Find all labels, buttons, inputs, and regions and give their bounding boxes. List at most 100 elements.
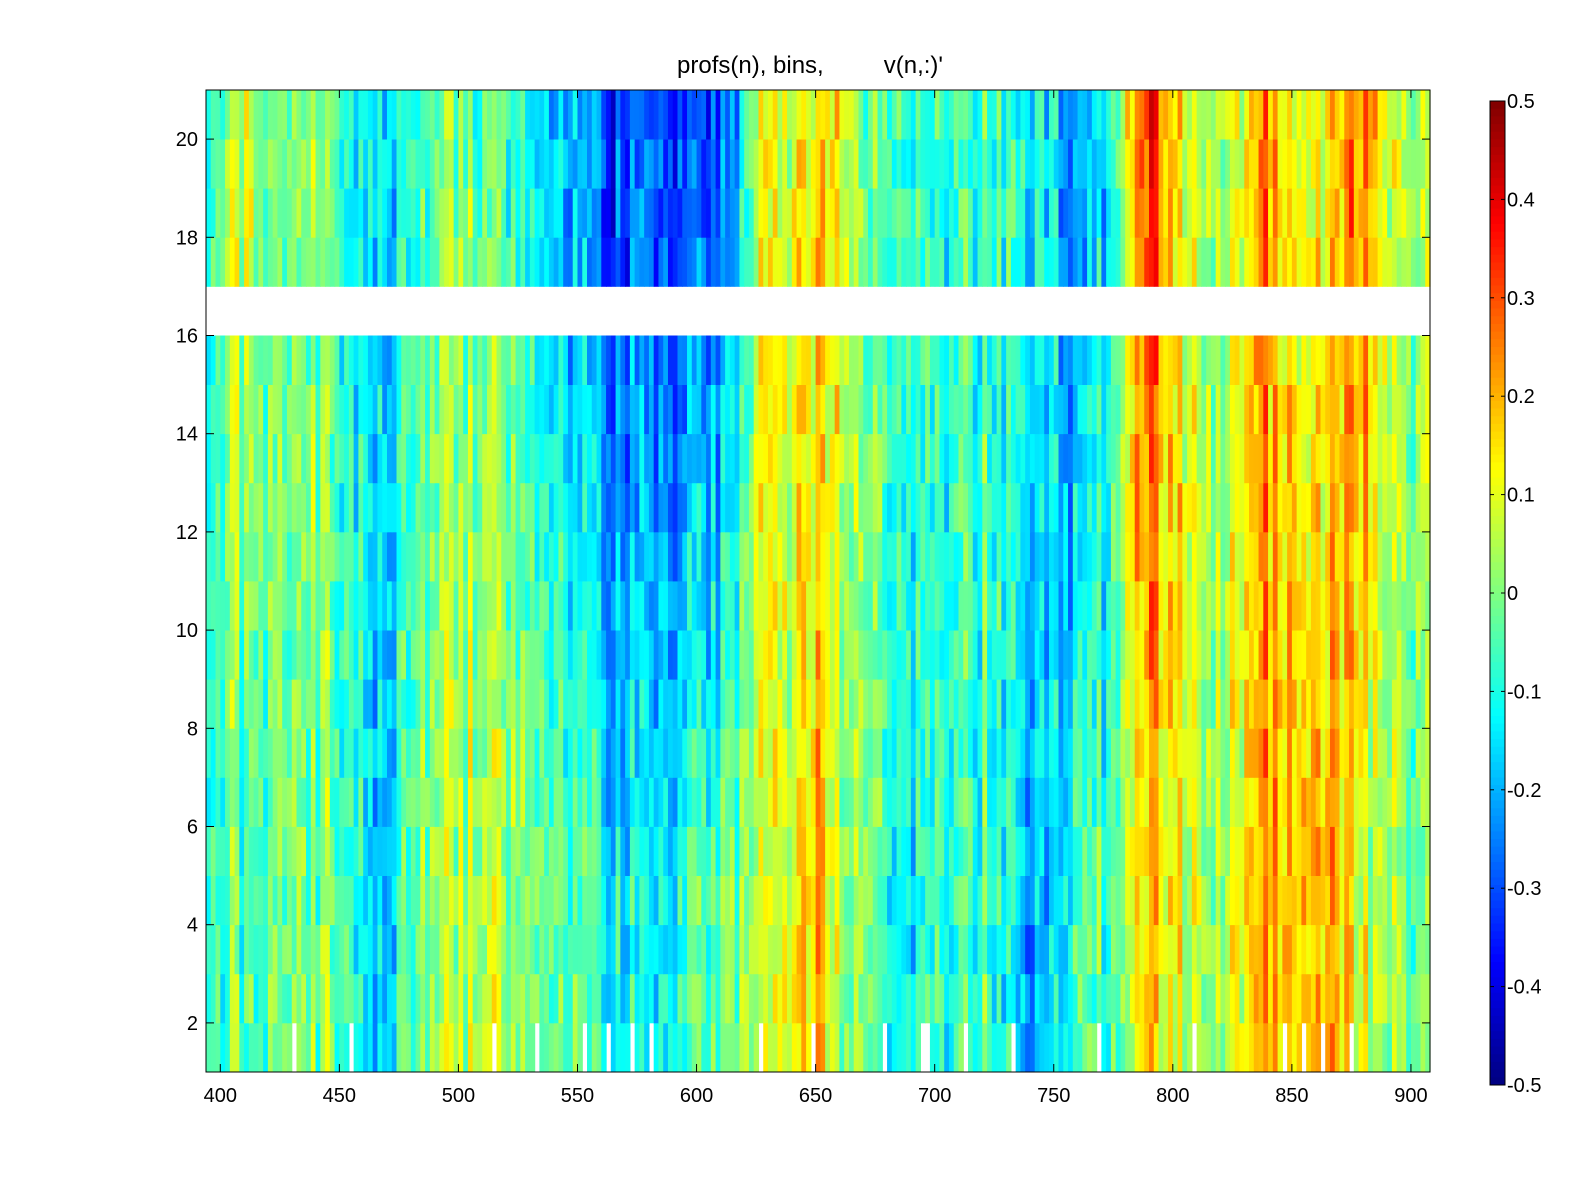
heatmap-cell — [720, 777, 726, 827]
heatmap-cell — [787, 188, 793, 238]
heatmap-cell — [1182, 777, 1188, 827]
heatmap-cell — [1353, 777, 1360, 827]
heatmap-cell — [353, 188, 359, 238]
heatmap-cell — [253, 924, 259, 975]
heatmap-cell — [1144, 188, 1150, 238]
heatmap-cell — [1244, 581, 1250, 631]
heatmap-cell — [1006, 531, 1012, 582]
heatmap-cell — [1187, 237, 1193, 287]
heatmap-cell — [334, 826, 340, 876]
heatmap-cell — [1191, 433, 1198, 484]
heatmap-cell — [1106, 90, 1112, 140]
heatmap-cell — [396, 188, 402, 238]
heatmap-cell — [1315, 581, 1322, 631]
heatmap-cell — [1006, 973, 1012, 1024]
heatmap-cell — [572, 728, 579, 778]
heatmap-cell — [820, 728, 826, 778]
heatmap-cell — [344, 630, 350, 680]
heatmap-cell — [834, 139, 841, 189]
heatmap-cell — [987, 237, 993, 287]
heatmap-cell — [596, 90, 602, 140]
heatmap-cell — [782, 973, 788, 1024]
heatmap-cell — [1315, 90, 1322, 140]
heatmap-cell — [1029, 1022, 1036, 1073]
heatmap-cell — [987, 384, 993, 435]
heatmap-cell — [839, 139, 845, 189]
heatmap-cell — [1068, 482, 1074, 533]
heatmap-cell — [548, 777, 555, 827]
heatmap-cell — [734, 90, 741, 140]
heatmap-cell — [296, 433, 302, 484]
heatmap-cell — [1087, 1022, 1093, 1073]
heatmap-cell — [963, 482, 969, 533]
heatmap-cell — [515, 973, 521, 1024]
heatmap-cell — [1001, 90, 1007, 140]
heatmap-cell — [644, 826, 650, 876]
heatmap-cell — [220, 630, 226, 680]
heatmap-cell — [958, 482, 964, 533]
heatmap-cell — [1277, 777, 1283, 827]
heatmap-cell — [615, 531, 621, 582]
heatmap-cell — [663, 384, 669, 435]
heatmap-cell — [906, 188, 912, 238]
heatmap-cell — [267, 973, 274, 1024]
heatmap-cell — [1272, 188, 1279, 238]
heatmap-cell — [1039, 433, 1045, 484]
heatmap-cell — [1339, 924, 1345, 975]
heatmap-cell — [253, 237, 259, 287]
heatmap-cell — [753, 335, 760, 385]
heatmap-cell — [796, 335, 802, 385]
heatmap-cell — [1096, 679, 1102, 729]
heatmap-cell — [687, 924, 693, 975]
heatmap-cell — [296, 139, 302, 189]
heatmap-cell — [1172, 777, 1179, 827]
heatmap-cell — [415, 433, 421, 484]
heatmap-cell — [1120, 335, 1126, 385]
heatmap-cell — [591, 728, 598, 778]
heatmap-cell — [501, 630, 507, 680]
heatmap-cell — [1406, 531, 1412, 582]
heatmap-cell — [939, 531, 945, 582]
heatmap-cell — [863, 139, 869, 189]
heatmap-cell — [525, 679, 531, 729]
heatmap-cell — [858, 777, 864, 827]
heatmap-cell — [1034, 728, 1041, 778]
heatmap-cell — [1277, 826, 1283, 876]
heatmap-cell — [1301, 482, 1307, 533]
heatmap-cell — [506, 630, 512, 680]
heatmap-cell — [682, 581, 688, 631]
heatmap-cell — [958, 924, 964, 975]
heatmap-cell — [820, 531, 826, 582]
heatmap-cell — [415, 482, 421, 533]
heatmap-cell — [239, 90, 245, 140]
heatmap-cell — [353, 630, 359, 680]
heatmap-cell — [1006, 188, 1012, 238]
heatmap-cell — [682, 482, 688, 533]
heatmap-cell — [648, 777, 655, 827]
heatmap-cell — [687, 335, 693, 385]
heatmap-cell — [272, 384, 279, 435]
heatmap-cell — [706, 679, 712, 729]
heatmap-cell — [510, 188, 517, 238]
heatmap-cell — [910, 237, 917, 287]
heatmap-cell — [1277, 237, 1283, 287]
heatmap-cell — [1220, 1022, 1226, 1073]
heatmap-cell — [1396, 630, 1403, 680]
heatmap-cell — [496, 433, 502, 484]
heatmap-cell — [1344, 630, 1350, 680]
heatmap-cell — [648, 139, 655, 189]
heatmap-cell — [672, 924, 679, 975]
heatmap-cell — [972, 826, 979, 876]
heatmap-cell — [715, 826, 721, 876]
heatmap-cell — [1058, 679, 1064, 729]
heatmap-cell — [1177, 90, 1183, 140]
heatmap-cell — [920, 679, 926, 729]
heatmap-cell — [425, 1022, 431, 1073]
heatmap-cell — [848, 581, 855, 631]
heatmap-cell — [1077, 482, 1083, 533]
heatmap-cell — [944, 237, 950, 287]
heatmap-cell — [1144, 90, 1150, 140]
heatmap-cell — [929, 482, 936, 533]
heatmap-cell — [1287, 531, 1293, 582]
heatmap-cell — [906, 1022, 912, 1073]
